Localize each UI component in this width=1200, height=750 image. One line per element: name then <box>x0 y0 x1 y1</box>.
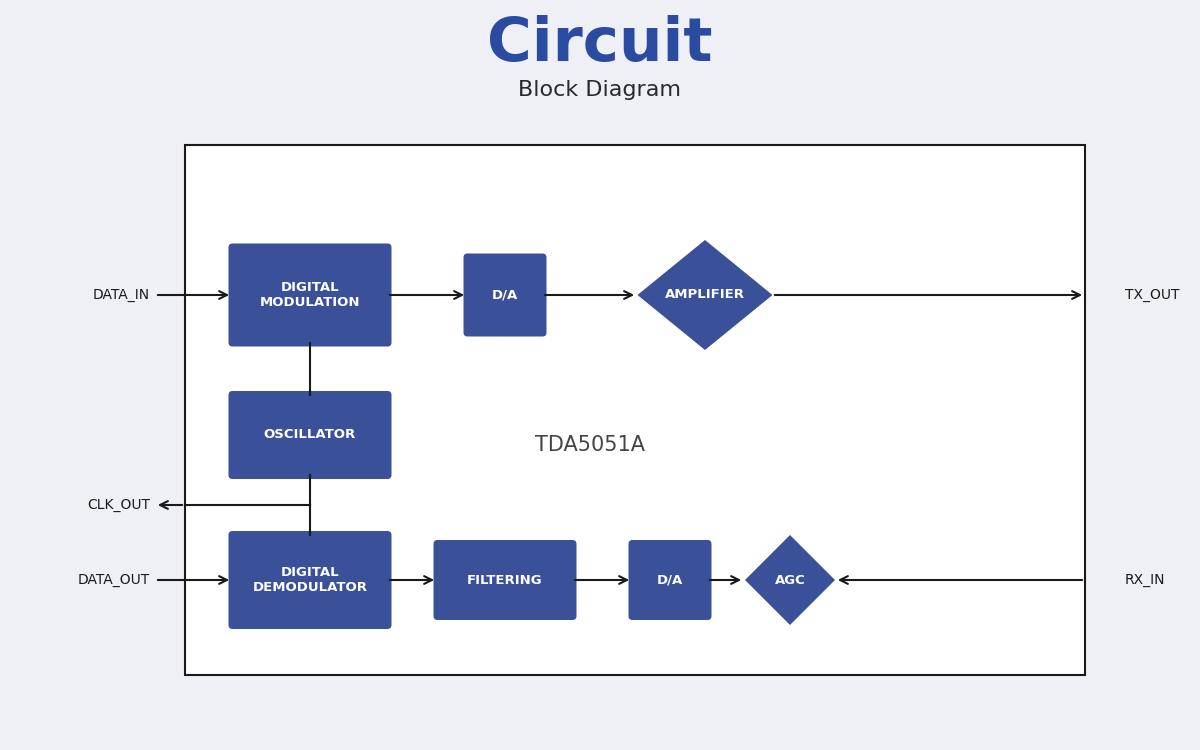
FancyBboxPatch shape <box>228 531 391 629</box>
Text: DATA_IN: DATA_IN <box>92 288 150 302</box>
Text: TDA5051A: TDA5051A <box>535 435 646 455</box>
Text: AMPLIFIER: AMPLIFIER <box>665 289 745 302</box>
FancyBboxPatch shape <box>228 391 391 479</box>
Text: Circuit: Circuit <box>487 16 713 74</box>
Text: AGC: AGC <box>775 574 805 586</box>
Text: OSCILLATOR: OSCILLATOR <box>264 428 356 442</box>
Text: D/A: D/A <box>492 289 518 302</box>
FancyBboxPatch shape <box>185 145 1085 675</box>
FancyBboxPatch shape <box>228 244 391 346</box>
FancyBboxPatch shape <box>463 254 546 337</box>
Text: DIGITAL
MODULATION: DIGITAL MODULATION <box>259 281 360 309</box>
Text: Block Diagram: Block Diagram <box>518 80 682 100</box>
Text: CLK_OUT: CLK_OUT <box>88 498 150 512</box>
Text: D/A: D/A <box>656 574 683 586</box>
FancyBboxPatch shape <box>433 540 576 620</box>
Polygon shape <box>637 240 773 350</box>
Text: RX_IN: RX_IN <box>1126 573 1165 587</box>
Text: FILTERING: FILTERING <box>467 574 542 586</box>
Polygon shape <box>745 535 835 625</box>
FancyBboxPatch shape <box>629 540 712 620</box>
Text: DIGITAL
DEMODULATOR: DIGITAL DEMODULATOR <box>252 566 367 594</box>
Text: TX_OUT: TX_OUT <box>1126 288 1180 302</box>
Text: DATA_OUT: DATA_OUT <box>78 573 150 587</box>
